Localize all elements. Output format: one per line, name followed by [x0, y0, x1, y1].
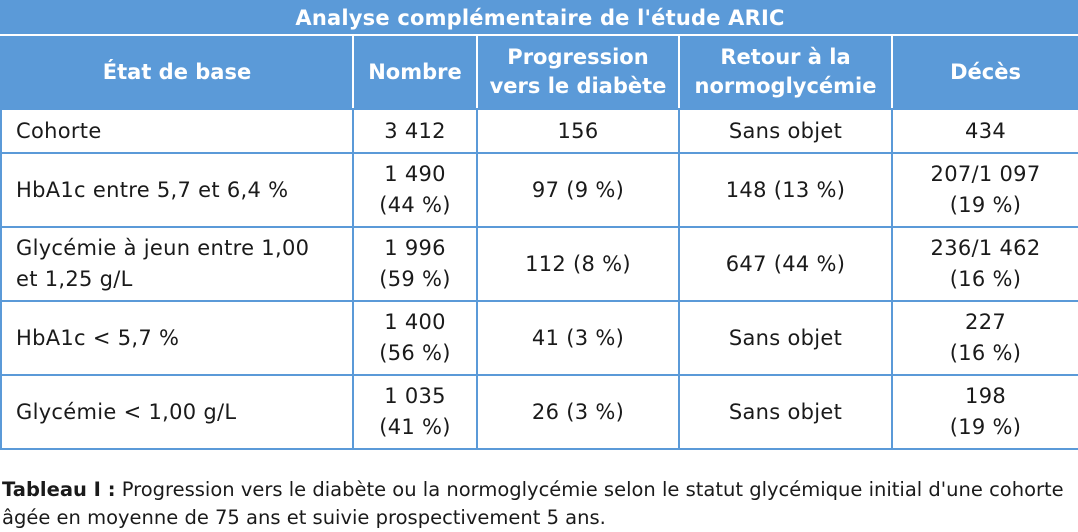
- caption-text: Progression vers le diabète ou la normog…: [115, 478, 1064, 501]
- cell-progression: 112 (8 %): [476, 226, 680, 302]
- cell-nombre-line1: 1 400: [384, 310, 446, 334]
- column-header-etat: État de base: [0, 35, 354, 110]
- cell-etat-line1: HbA1c entre 5,7 et 6,4 %: [16, 177, 289, 202]
- cell-nombre-line1: 1 996: [384, 236, 446, 260]
- cell-retour: 647 (44 %): [678, 226, 893, 302]
- aric-table: Analyse complémentaire de l'étude ARIC É…: [0, 0, 1078, 450]
- cell-progression: 156: [476, 108, 680, 154]
- cell-deces-line2: (16 %): [949, 341, 1022, 365]
- column-header-deces-line1: Décès: [950, 59, 1021, 84]
- cell-etat-line1: Glycémie < 1,00 g/L: [16, 399, 237, 424]
- column-header-progression: Progression vers le diabète: [476, 35, 680, 110]
- column-header-retour-line2: normoglycémie: [694, 74, 877, 98]
- table-row-glycemie-jeun: Glycémie à jeun entre 1,00 et 1,25 g/L 1 …: [0, 226, 1078, 302]
- table-row-glycemie-inf-1: Glycémie < 1,00 g/L 1 035 (41 %) 26 (3 %)…: [0, 374, 1078, 450]
- cell-progression: 26 (3 %): [476, 374, 680, 450]
- cell-deces-line2: (16 %): [949, 267, 1022, 291]
- cell-deces: 207/1 097 (19 %): [890, 152, 1078, 228]
- cell-nombre: 1 490 (44 %): [352, 152, 478, 228]
- cell-retour: Sans objet: [678, 108, 893, 154]
- cell-nombre: 1 996 (59 %): [352, 226, 478, 302]
- cell-etat: Cohorte: [0, 108, 354, 154]
- cell-nombre-line2: (56 %): [379, 341, 451, 365]
- column-header-progression-line2: vers le diabète: [489, 74, 667, 98]
- cell-nombre-line2: (59 %): [379, 267, 451, 291]
- table-row-cohorte: Cohorte 3 412 156 Sans objet 434: [0, 108, 1078, 154]
- column-header-nombre-line1: Nombre: [368, 59, 462, 84]
- cell-deces-line1: 207/1 097: [930, 162, 1041, 186]
- cell-nombre-line1: 3 412: [384, 118, 446, 143]
- cell-deces: 236/1 462 (16 %): [890, 226, 1078, 302]
- column-header-retour: Retour à la normoglycémie: [678, 35, 893, 110]
- cell-deces-line1: 236/1 462: [930, 236, 1041, 260]
- cell-deces-line1: 227: [965, 310, 1007, 334]
- table-header-row: État de base Nombre Progression vers le d…: [0, 35, 1078, 110]
- cell-etat: Glycémie à jeun entre 1,00 et 1,25 g/L: [0, 226, 354, 302]
- table-row-hba1c-5-7-6-4: HbA1c entre 5,7 et 6,4 % 1 490 (44 %) 97 …: [0, 152, 1078, 228]
- cell-etat: HbA1c entre 5,7 et 6,4 %: [0, 152, 354, 228]
- cell-nombre-line1: 1 035: [384, 384, 446, 408]
- column-header-nombre: Nombre: [352, 35, 478, 110]
- caption-text-line2: âgée en moyenne de 75 ans et suivie pros…: [2, 506, 606, 529]
- cell-etat-line2: et 1,25 g/L: [16, 267, 133, 291]
- table-row-hba1c-inf-5-7: HbA1c < 5,7 % 1 400 (56 %) 41 (3 %) Sans …: [0, 300, 1078, 376]
- cell-nombre-line2: (44 %): [379, 193, 451, 217]
- cell-deces-line2: (19 %): [949, 415, 1022, 439]
- cell-retour: Sans objet: [678, 374, 893, 450]
- cell-nombre: 1 400 (56 %): [352, 300, 478, 376]
- cell-deces: 198 (19 %): [890, 374, 1078, 450]
- column-header-retour-line1: Retour à la: [720, 45, 851, 69]
- column-header-etat-line1: État de base: [102, 59, 252, 84]
- cell-etat: Glycémie < 1,00 g/L: [0, 374, 354, 450]
- caption-label: Tableau I :: [2, 478, 116, 501]
- column-header-deces: Décès: [890, 35, 1078, 110]
- cell-deces-line1: 198: [965, 384, 1007, 408]
- cell-deces: 227 (16 %): [890, 300, 1078, 376]
- cell-retour: 148 (13 %): [678, 152, 893, 228]
- cell-retour: Sans objet: [678, 300, 893, 376]
- cell-etat-line1: HbA1c < 5,7 %: [16, 325, 180, 350]
- aric-table-container: Analyse complémentaire de l'étude ARIC É…: [0, 0, 1078, 450]
- cell-progression: 97 (9 %): [476, 152, 680, 228]
- cell-nombre-line2: (41 %): [379, 415, 451, 439]
- cell-nombre-line1: 1 490: [384, 162, 446, 186]
- cell-deces-line2: (19 %): [949, 193, 1022, 217]
- table-title-row: Analyse complémentaire de l'étude ARIC: [0, 0, 1078, 36]
- cell-deces-line1: 434: [965, 118, 1007, 143]
- cell-etat-line1: Cohorte: [16, 118, 102, 143]
- cell-etat: HbA1c < 5,7 %: [0, 300, 354, 376]
- cell-etat-line1: Glycémie à jeun entre 1,00: [16, 236, 310, 260]
- column-header-progression-line1: Progression: [507, 45, 649, 69]
- table-caption: Tableau I : Progression vers le diabète …: [2, 476, 1078, 532]
- cell-progression: 41 (3 %): [476, 300, 680, 376]
- cell-nombre: 1 035 (41 %): [352, 374, 478, 450]
- table-title: Analyse complémentaire de l'étude ARIC: [0, 0, 1078, 36]
- cell-deces: 434: [890, 108, 1078, 154]
- cell-nombre: 3 412: [352, 108, 478, 154]
